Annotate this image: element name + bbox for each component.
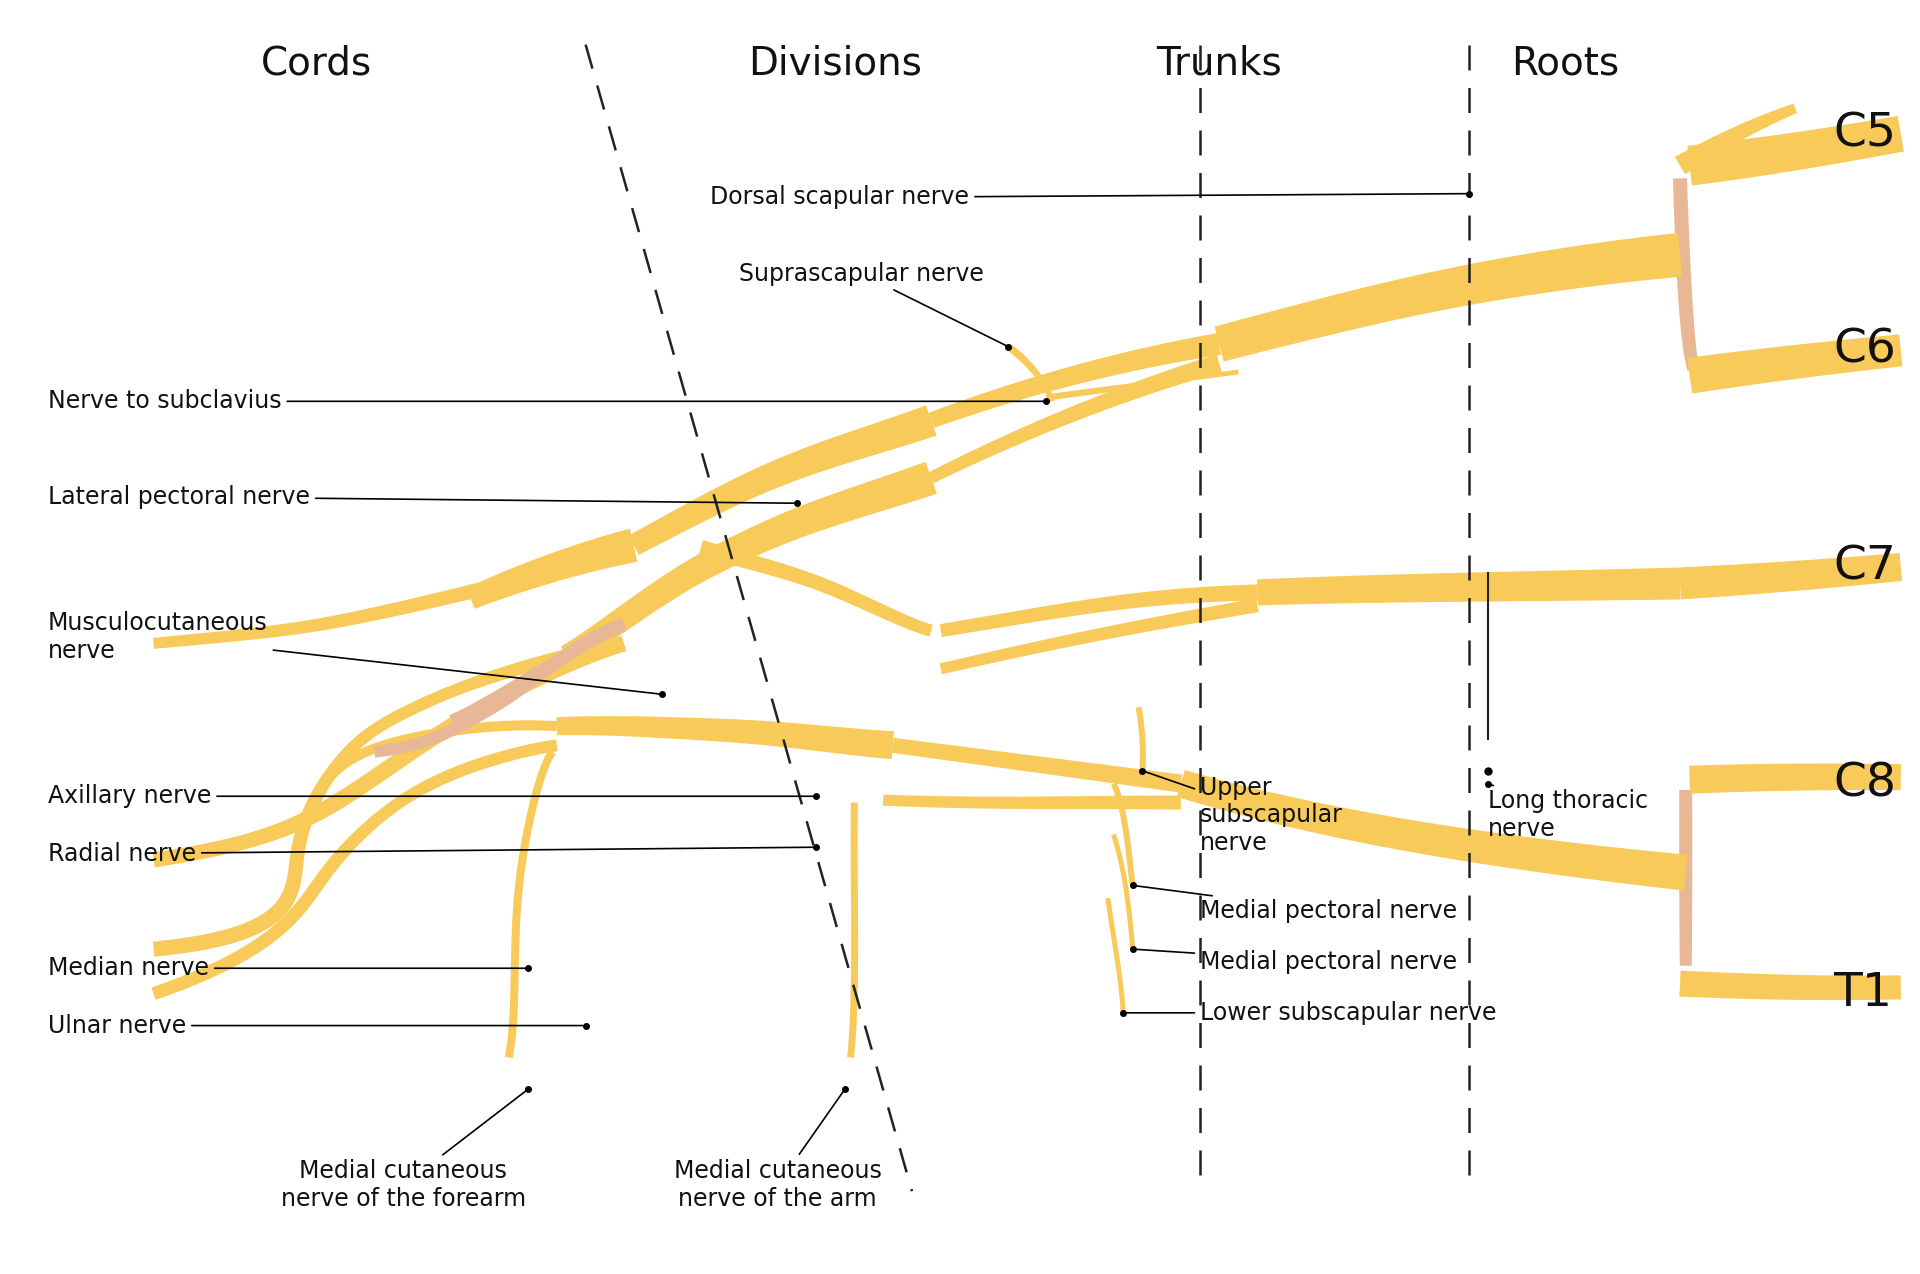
Polygon shape (929, 333, 1221, 428)
Polygon shape (505, 749, 557, 1059)
Text: Medial cutaneous
nerve of the arm: Medial cutaneous nerve of the arm (674, 1092, 881, 1212)
Polygon shape (1688, 116, 1905, 186)
Polygon shape (1112, 782, 1137, 885)
Text: Roots: Roots (1511, 45, 1619, 83)
Polygon shape (152, 636, 626, 868)
Text: C7: C7 (1834, 544, 1897, 590)
Text: Dorsal scapular nerve: Dorsal scapular nerve (710, 186, 1467, 209)
Text: Trunks: Trunks (1156, 45, 1283, 83)
Text: Upper
subscapular
nerve: Upper subscapular nerve (1144, 772, 1342, 855)
Polygon shape (1177, 769, 1688, 891)
Polygon shape (1135, 707, 1146, 771)
Polygon shape (939, 599, 1260, 674)
Polygon shape (1680, 553, 1903, 600)
Polygon shape (628, 405, 937, 555)
Polygon shape (1112, 833, 1135, 949)
Text: C6: C6 (1834, 327, 1897, 373)
Polygon shape (154, 650, 568, 957)
Polygon shape (1258, 567, 1680, 605)
Polygon shape (1046, 369, 1238, 400)
Polygon shape (1674, 103, 1797, 175)
Text: Divisions: Divisions (749, 45, 922, 83)
Polygon shape (1680, 971, 1901, 1000)
Text: Radial nerve: Radial nerve (48, 842, 814, 865)
Text: Nerve to subclavius: Nerve to subclavius (48, 390, 1044, 413)
Polygon shape (1690, 763, 1901, 794)
Text: C8: C8 (1834, 761, 1897, 806)
Polygon shape (374, 618, 626, 758)
Polygon shape (939, 585, 1258, 637)
Polygon shape (929, 354, 1221, 483)
Text: T1: T1 (1834, 971, 1893, 1017)
Polygon shape (449, 651, 568, 725)
Polygon shape (561, 461, 937, 665)
Text: C5: C5 (1834, 111, 1897, 157)
Polygon shape (557, 716, 895, 759)
Text: Ulnar nerve: Ulnar nerve (48, 1014, 584, 1037)
Polygon shape (699, 540, 933, 637)
Text: Lateral pectoral nerve: Lateral pectoral nerve (48, 485, 795, 508)
Text: Medial pectoral nerve: Medial pectoral nerve (1135, 949, 1457, 973)
Polygon shape (847, 803, 858, 1057)
Polygon shape (467, 529, 637, 609)
Polygon shape (292, 720, 557, 854)
Text: Medial cutaneous
nerve of the forearm: Medial cutaneous nerve of the forearm (280, 1091, 526, 1212)
Text: Suprascapular nerve: Suprascapular nerve (739, 262, 1006, 345)
Text: Musculocutaneous
nerve: Musculocutaneous nerve (48, 612, 660, 694)
Text: Medial pectoral nerve: Medial pectoral nerve (1135, 885, 1457, 922)
Text: Median nerve: Median nerve (48, 957, 526, 980)
Polygon shape (1688, 335, 1903, 394)
Polygon shape (1006, 344, 1054, 403)
Polygon shape (152, 739, 557, 1000)
Text: Lower subscapular nerve: Lower subscapular nerve (1125, 1001, 1496, 1024)
Polygon shape (891, 738, 1183, 792)
Polygon shape (154, 555, 578, 648)
Polygon shape (1106, 898, 1125, 1013)
Polygon shape (1680, 790, 1692, 966)
Polygon shape (1672, 178, 1699, 371)
Text: Cords: Cords (261, 45, 372, 83)
Text: Axillary nerve: Axillary nerve (48, 785, 814, 808)
Text: Long thoracic
nerve: Long thoracic nerve (1488, 785, 1647, 841)
Polygon shape (883, 795, 1181, 809)
Polygon shape (1215, 233, 1682, 362)
